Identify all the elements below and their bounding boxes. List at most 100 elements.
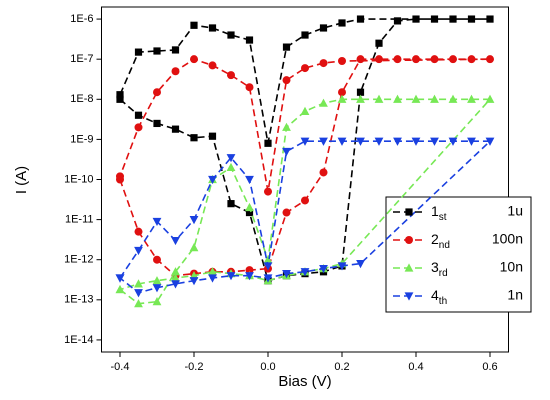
y-tick-label: 1E-11 (65, 214, 94, 226)
marker (152, 297, 162, 306)
x-tick-label: 0.4 (408, 361, 423, 373)
marker (411, 94, 421, 103)
y-tick-label: 1E-13 (64, 294, 93, 306)
marker (356, 94, 365, 103)
marker (300, 106, 310, 115)
marker (190, 21, 198, 29)
marker (189, 277, 199, 286)
marker (393, 137, 402, 146)
marker (171, 273, 180, 282)
marker (208, 274, 217, 283)
marker (338, 88, 346, 97)
marker (467, 137, 476, 146)
marker (171, 236, 180, 246)
marker (356, 15, 365, 23)
legend-subscript: nd (439, 240, 450, 251)
marker (412, 55, 420, 64)
marker (152, 284, 162, 293)
marker (208, 24, 217, 32)
marker (449, 55, 457, 64)
marker (264, 187, 272, 196)
y-tick-label: 1E-6 (70, 13, 93, 25)
marker (134, 279, 143, 288)
marker (171, 125, 180, 133)
marker (356, 260, 365, 269)
marker (134, 246, 143, 256)
marker (374, 94, 384, 103)
legend-marker (404, 292, 414, 301)
marker (337, 262, 347, 271)
marker (152, 276, 162, 285)
marker (356, 137, 365, 146)
marker (134, 123, 143, 132)
series-line (119, 58, 491, 277)
marker (337, 137, 347, 146)
marker (264, 139, 272, 147)
marker (467, 15, 476, 23)
marker (375, 55, 383, 64)
marker (245, 83, 254, 92)
marker (245, 202, 254, 212)
marker (153, 47, 161, 55)
marker (208, 267, 217, 276)
marker (319, 59, 328, 68)
marker (356, 88, 365, 96)
marker (152, 217, 162, 227)
legend-name: 3 (431, 259, 439, 275)
marker (208, 132, 217, 140)
marker (208, 175, 217, 185)
marker (263, 262, 273, 271)
marker (319, 265, 328, 274)
y-tick-label: 1E-12 (64, 254, 93, 266)
marker (319, 168, 328, 177)
x-tick-label: 0.6 (482, 361, 497, 373)
marker (430, 137, 439, 146)
marker (300, 268, 310, 277)
marker (301, 31, 309, 39)
marker (245, 208, 254, 217)
marker (116, 95, 124, 103)
marker (134, 299, 143, 308)
marker (430, 94, 439, 103)
marker (190, 134, 198, 142)
legend-marker (405, 208, 413, 216)
marker (485, 137, 495, 146)
legend-name: 2 (431, 231, 439, 247)
legend-value: 10n (500, 259, 523, 275)
marker (412, 15, 420, 23)
marker (411, 137, 421, 146)
marker (282, 43, 291, 51)
marker (171, 67, 180, 76)
marker (189, 216, 199, 225)
legend-subscript: st (439, 212, 447, 223)
marker (227, 200, 235, 208)
marker (245, 175, 254, 185)
marker (486, 55, 494, 64)
marker (153, 88, 161, 97)
legend-value: 1n (507, 287, 523, 303)
marker (116, 172, 124, 181)
marker (337, 94, 347, 103)
x-tick-label: -0.4 (111, 361, 130, 373)
marker (319, 137, 328, 146)
x-tick-label: 0.0 (260, 361, 275, 373)
legend-label: 3rd (431, 259, 448, 279)
marker (282, 76, 291, 85)
marker (374, 137, 384, 146)
marker (338, 19, 346, 27)
legend-subscript: rd (439, 268, 448, 279)
y-tick-label: 1E-7 (70, 53, 93, 65)
marker (263, 274, 273, 283)
marker (393, 94, 402, 103)
y-tick-label: 1E-8 (70, 93, 93, 105)
legend-value: 100n (492, 231, 523, 247)
marker (190, 55, 198, 64)
marker (467, 94, 476, 103)
legend-marker (404, 263, 414, 272)
legend-value: 1u (507, 203, 523, 219)
marker (263, 255, 273, 264)
marker (208, 61, 217, 70)
marker (245, 272, 254, 281)
marker (153, 255, 161, 264)
